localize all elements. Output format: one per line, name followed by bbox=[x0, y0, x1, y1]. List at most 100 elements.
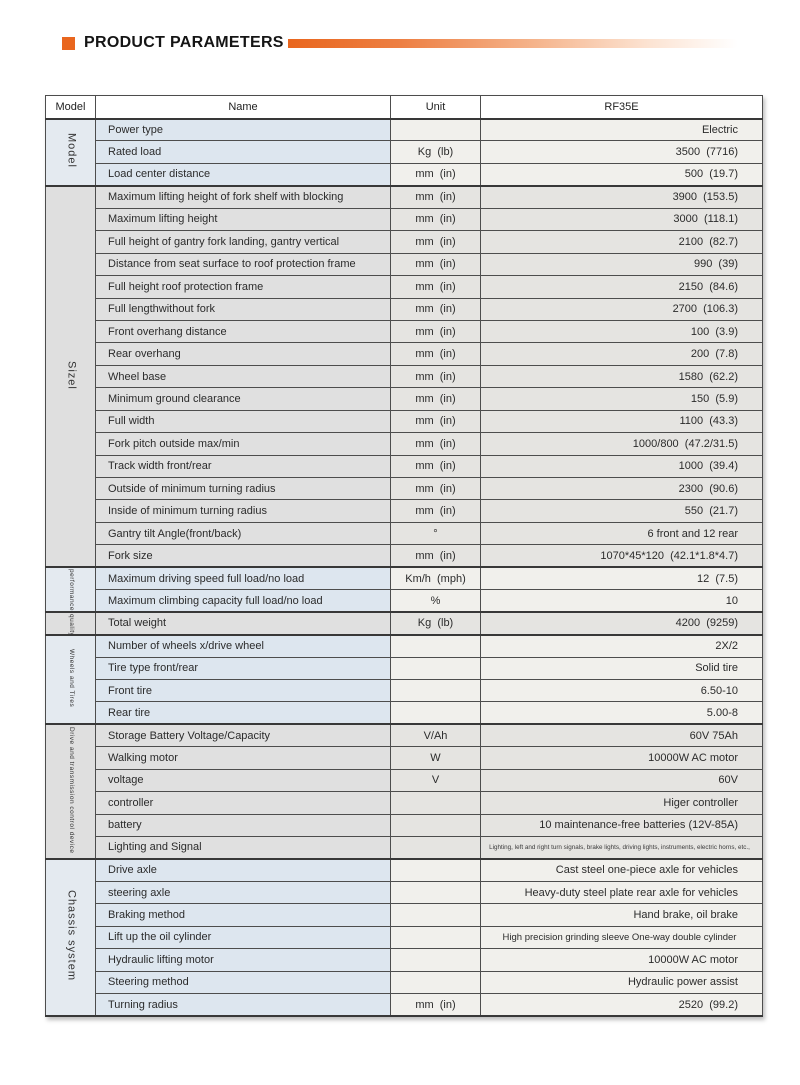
param-unit-cell bbox=[390, 656, 481, 680]
param-name-cell: Tire type front/rear bbox=[95, 656, 391, 680]
table-row: Full height of gantry fork landing, gant… bbox=[46, 230, 763, 254]
param-unit-cell bbox=[390, 117, 481, 142]
table-header-row: Model Name Unit RF35E bbox=[45, 95, 763, 119]
param-value-cell: 6.50-10 bbox=[480, 678, 763, 703]
param-unit-cell bbox=[390, 857, 481, 882]
section-label: quality bbox=[67, 613, 75, 635]
param-unit-cell bbox=[390, 835, 481, 860]
param-unit-cell: mm (in) bbox=[390, 207, 481, 232]
param-name-cell: Storage Battery Voltage/Capacity bbox=[95, 723, 391, 748]
table-row: quality Total weight Kg (lb) 4200 (9259) bbox=[45, 611, 763, 636]
param-value-cell: Lighting, left and right turn signals, b… bbox=[480, 835, 763, 860]
table-row: Rear tire 5.00-8 bbox=[46, 701, 763, 725]
param-unit-cell: mm (in) bbox=[390, 409, 481, 434]
table-row: Model Power type Electric bbox=[45, 117, 763, 187]
section-label-cell: Sizel bbox=[45, 184, 96, 568]
param-value-cell: 1000 (39.4) bbox=[480, 454, 763, 479]
param-name-cell: Minimum ground clearance bbox=[95, 387, 391, 411]
table-row: Steering method Hydraulic power assist bbox=[46, 970, 763, 995]
param-unit-cell: mm (in) bbox=[390, 364, 481, 389]
param-unit-cell: mm (in) bbox=[390, 297, 481, 321]
param-name-cell: Maximum lifting height of fork shelf wit… bbox=[95, 184, 391, 209]
table-row: Turning radius mm (in) 2520 (99.2) bbox=[46, 993, 763, 1017]
param-unit-cell: mm (in) bbox=[390, 184, 481, 209]
param-name-cell: Rear overhang bbox=[95, 342, 391, 366]
title-bullet-square-icon bbox=[62, 36, 75, 50]
param-unit-cell: mm (in) bbox=[390, 342, 481, 366]
param-unit-cell: mm (in) bbox=[390, 230, 481, 254]
param-unit-cell: % bbox=[390, 589, 481, 613]
table-row: performance Maximum driving speed full lo… bbox=[45, 566, 763, 613]
param-value-cell: Cast steel one-piece axle for vehicles bbox=[480, 857, 763, 882]
table-row: Rear overhang mm (in) 200 (7.8) bbox=[46, 342, 763, 366]
param-name-cell: Walking motor bbox=[95, 746, 391, 770]
table-row: battery 10 maintenance-free batteries (12… bbox=[46, 813, 763, 838]
table-body: Model Power type Electric Rated load Kg (lb)… bbox=[45, 117, 763, 1017]
param-unit-cell bbox=[390, 813, 481, 838]
header-cell-model: Model bbox=[45, 95, 96, 119]
header-cell-name: Name bbox=[95, 95, 391, 119]
param-value-cell: 5.00-8 bbox=[480, 701, 763, 725]
param-value-cell: 3500 (7716) bbox=[480, 140, 763, 164]
param-unit-cell: mm (in) bbox=[390, 476, 481, 501]
param-unit-cell: Km/h (mph) bbox=[390, 566, 481, 591]
param-value-cell: 10000W AC motor bbox=[480, 746, 763, 770]
param-name-cell: voltage bbox=[95, 768, 391, 793]
param-unit-cell: V/Ah bbox=[390, 723, 481, 748]
param-value-cell: 2300 (90.6) bbox=[480, 476, 763, 501]
param-value-cell: 550 (21.7) bbox=[480, 499, 763, 523]
param-value-cell: 2520 (99.2) bbox=[480, 993, 763, 1017]
param-name-cell: Total weight bbox=[95, 611, 391, 636]
param-name-cell: Rated load bbox=[95, 140, 391, 164]
product-parameters-table-wrapper: Model Name Unit RF35E Model Power type Ele… bbox=[45, 95, 763, 1017]
param-name-cell: Distance from seat surface to roof prote… bbox=[95, 252, 391, 277]
section-label-cell: Wheels and Tires bbox=[45, 633, 96, 725]
section-label-cell: Chassis system bbox=[45, 857, 96, 1017]
section-label: Chassis system bbox=[65, 890, 78, 982]
param-unit-cell bbox=[390, 925, 481, 950]
param-unit-cell: mm (in) bbox=[390, 387, 481, 411]
table-row: Minimum ground clearance mm (in) 150 (5.9) bbox=[46, 387, 763, 411]
param-value-cell: 10 bbox=[480, 589, 763, 613]
param-name-cell: Maximum lifting height bbox=[95, 207, 391, 232]
param-unit-cell: mm (in) bbox=[390, 499, 481, 523]
param-value-cell: 1070*45*120 (42.1*1.8*4.7) bbox=[480, 544, 763, 568]
param-unit-cell bbox=[390, 903, 481, 927]
param-value-cell: 2700 (106.3) bbox=[480, 297, 763, 321]
header-cell-unit: Unit bbox=[390, 95, 481, 119]
table-row: Sizel Maximum lifting height of fork shel… bbox=[45, 184, 763, 568]
param-name-cell: Front overhang distance bbox=[95, 319, 391, 344]
param-value-cell: 3900 (153.5) bbox=[480, 184, 763, 209]
table-row: Maximum lifting height mm (in) 3000 (118.1… bbox=[46, 207, 763, 232]
param-value-cell: 3000 (118.1) bbox=[480, 207, 763, 232]
param-unit-cell: V bbox=[390, 768, 481, 793]
param-name-cell: Full lengthwithout fork bbox=[95, 297, 391, 321]
table-row: Maximum climbing capacity full load/no l… bbox=[46, 589, 763, 613]
table-row: Braking method Hand brake, oil brake bbox=[46, 903, 763, 927]
param-name-cell: Turning radius bbox=[95, 993, 391, 1017]
table-row: Track width front/rear mm (in) 1000 (39.4) bbox=[46, 454, 763, 479]
param-value-cell: High precision grinding sleeve One-way d… bbox=[480, 925, 763, 950]
param-value-cell: 500 (19.7) bbox=[480, 162, 763, 187]
param-value-cell: 6 front and 12 rear bbox=[480, 521, 763, 546]
table-row: Front tire 6.50-10 bbox=[46, 678, 763, 703]
table-row: Walking motor W 10000W AC motor bbox=[46, 746, 763, 770]
param-unit-cell bbox=[390, 948, 481, 972]
param-value-cell: 12 (7.5) bbox=[480, 566, 763, 591]
param-name-cell: Number of wheels x/drive wheel bbox=[95, 633, 391, 658]
section-label: Sizel bbox=[65, 360, 78, 390]
param-name-cell: Braking method bbox=[95, 903, 391, 927]
table-row: Tire type front/rear Solid tire bbox=[46, 656, 763, 680]
table-row: Wheel base mm (in) 1580 (62.2) bbox=[46, 364, 763, 389]
table-row: Rated load Kg (lb) 3500 (7716) bbox=[46, 140, 763, 164]
param-name-cell: Outside of minimum turning radius bbox=[95, 476, 391, 501]
param-name-cell: Lift up the oil cylinder bbox=[95, 925, 391, 950]
param-value-cell: 2100 (82.7) bbox=[480, 230, 763, 254]
param-value-cell: Solid tire bbox=[480, 656, 763, 680]
section-label-cell: Drive and transmission control device bbox=[45, 723, 96, 860]
param-unit-cell: mm (in) bbox=[390, 454, 481, 479]
param-value-cell: 10 maintenance-free batteries (12V-85A) bbox=[480, 813, 763, 838]
table-row: steering axle Heavy-duty steel plate rear… bbox=[46, 880, 763, 905]
section-label-cell: Model bbox=[45, 117, 96, 187]
param-value-cell: 4200 (9259) bbox=[480, 611, 763, 636]
